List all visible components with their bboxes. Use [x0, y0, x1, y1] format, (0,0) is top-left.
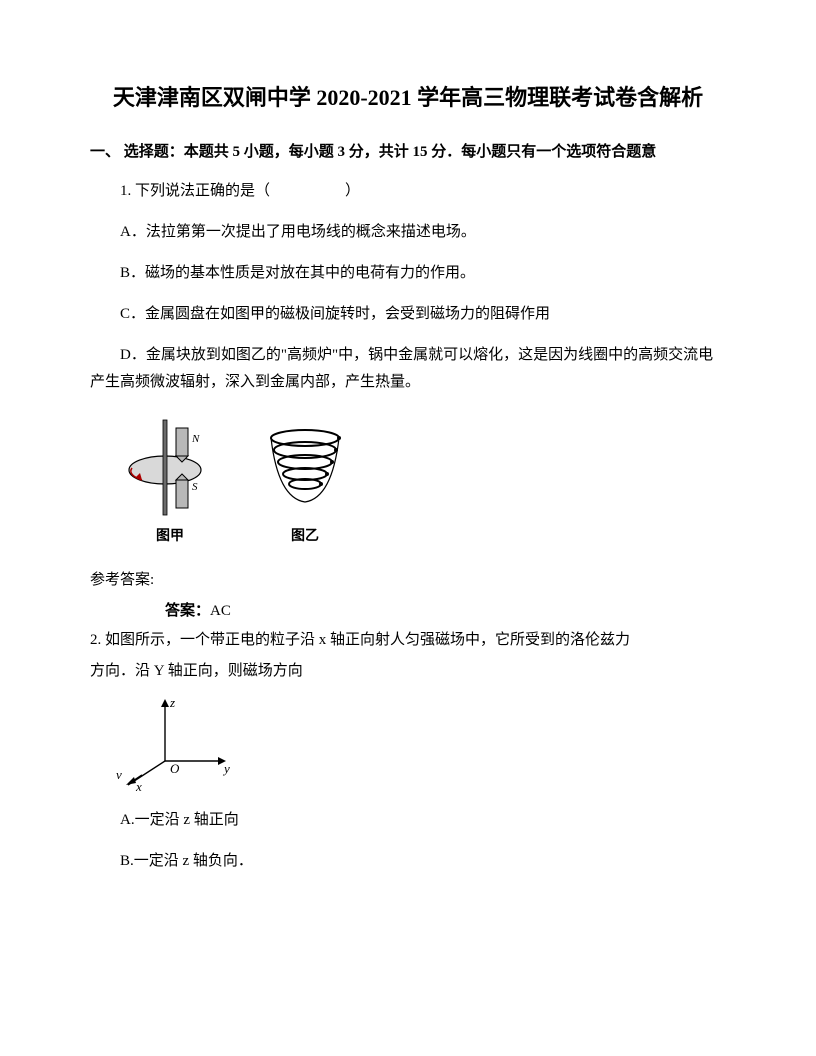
svg-text:x: x — [135, 779, 142, 793]
q1-answer-line: 答案：AC — [90, 598, 726, 625]
figure-yi-svg — [260, 420, 350, 520]
figure-yi-label: 图乙 — [291, 524, 319, 549]
q1-stem: 1. 下列说法正确的是（ ） — [90, 178, 726, 205]
q1-option-d: D．金属块放到如图乙的"高频炉"中，锅中金属就可以熔化，这是因为线圈中的高频交流… — [90, 342, 726, 396]
svg-text:O: O — [170, 761, 180, 776]
q1-option-c: C．金属圆盘在如图甲的磁极间旋转时，会受到磁场力的阻碍作用 — [90, 301, 726, 328]
q1-option-a: A．法拉第第一次提出了用电场线的概念来描述电场。 — [90, 219, 726, 246]
axis-svg: z y x O v — [110, 693, 240, 793]
svg-text:v: v — [116, 767, 122, 782]
figure-yi-block: 图乙 — [260, 420, 350, 549]
q2-stem-line2: 方向．沿 Y 轴正向，则磁场方向 — [90, 658, 726, 685]
q1-answer-label: 参考答案: — [90, 567, 726, 594]
svg-text:N: N — [191, 433, 200, 445]
figure-jia-label: 图甲 — [156, 524, 184, 549]
svg-text:S: S — [192, 481, 198, 493]
q2-axis-figure: z y x O v — [110, 693, 726, 793]
q1-answer-prefix: 答案： — [165, 603, 210, 619]
q2-stem-line1: 2. 如图所示，一个带正电的粒子沿 x 轴正向射人匀强磁场中，它所受到的洛伦兹力 — [90, 627, 726, 654]
section-header: 一、 选择题：本题共 5 小题，每小题 3 分，共计 15 分．每小题只有一个选… — [90, 139, 726, 166]
q2-option-b: B.一定沿 z 轴负向． — [90, 848, 726, 875]
svg-text:y: y — [222, 761, 230, 776]
q2-option-a: A.一定沿 z 轴正向 — [90, 807, 726, 834]
figure-jia-block: N S 图甲 — [120, 410, 220, 549]
q1-figures: N S 图甲 图乙 — [90, 410, 726, 549]
document-title: 天津津南区双闸中学 2020-2021 学年高三物理联考试卷含解析 — [90, 80, 726, 115]
q1-answer-value: AC — [210, 603, 231, 619]
figure-jia-svg: N S — [120, 410, 220, 520]
svg-text:z: z — [169, 695, 175, 710]
q1-option-b: B．磁场的基本性质是对放在其中的电荷有力的作用。 — [90, 260, 726, 287]
